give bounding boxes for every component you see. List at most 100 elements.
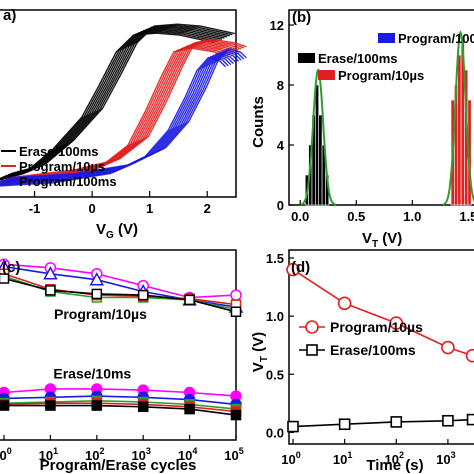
x-tick-base: 10 (39, 448, 53, 463)
x-tick-label: 102 (85, 446, 104, 463)
series-line (3, 399, 237, 410)
x-tick-base: 10 (131, 448, 145, 463)
y-axis-label-main: V (250, 362, 267, 372)
data-point (389, 316, 404, 330)
panel-b: 0 4 8 12 0.0 0.5 1.0 1.5 (b) Counts Program/100msE… (250, 9, 474, 250)
legend-label: Erase/100ms (318, 51, 398, 66)
series-line (3, 402, 237, 413)
legend-label: Erase/100ms (19, 144, 99, 159)
data-point (0, 400, 10, 411)
x-tick-base: 10 (224, 448, 238, 463)
y-tick-label: 1.5 (266, 251, 284, 266)
panel-a-frame (0, 9, 237, 198)
legend-label: Program/10µs (19, 159, 105, 174)
curve-1 (10, 38, 247, 179)
x-tick-label: 1 (146, 201, 153, 216)
x-tick-base: 10 (281, 452, 295, 467)
x-axis-label-main: V (362, 230, 372, 247)
panel-a: -1 0 1 2 a) Erase/100msProgram/10µsProgram/10… (0, 7, 247, 241)
data-point (137, 401, 149, 412)
x-tick-label: 1.0 (403, 209, 421, 224)
y-tick-label: 4 (277, 138, 285, 153)
curve-2 (5, 49, 242, 181)
x-axis-label-main: V (96, 221, 106, 238)
x-axis-label-sub: T (372, 239, 378, 250)
legend-label: Erase/100ms (330, 342, 416, 358)
series-line (3, 277, 237, 313)
data-point (184, 403, 195, 415)
data-point (286, 262, 300, 277)
x-tick-exponent: 3 (146, 446, 151, 456)
x-tick-label: 101 (39, 446, 58, 463)
y-axis-label-sub: T (259, 356, 270, 362)
x-tick-label: 102 (385, 450, 404, 467)
x-axis-label-unit: (V) (378, 230, 402, 247)
y-axis-label: VT (V) (250, 332, 270, 372)
panel-b-frame (288, 9, 474, 206)
data-point (466, 413, 474, 426)
data-point (91, 400, 103, 411)
x-tick-exponent: 2 (100, 446, 105, 456)
series-line (3, 263, 237, 299)
annotation: Erase/10ms (53, 365, 131, 381)
histogram-bar (318, 114, 323, 206)
x-axis-label-unit: (V) (114, 221, 138, 238)
curve-0 (0, 30, 220, 180)
x-tick-base: 10 (0, 448, 7, 463)
data-point (338, 418, 351, 431)
data-point (230, 306, 242, 317)
x-tick-label: 0.5 (347, 209, 365, 224)
y-tick-label: 1.0 (266, 309, 284, 324)
x-tick-exponent: 1 (347, 450, 352, 460)
x-axis-label-sub: G (106, 230, 114, 241)
x-tick-exponent: 1 (53, 446, 58, 456)
x-axis-label: Time (s) (366, 457, 423, 474)
panel-label: (b) (292, 9, 311, 26)
curve-0 (10, 23, 235, 175)
data-point (43, 266, 58, 280)
x-tick-base: 10 (385, 452, 399, 467)
x-axis-label: VT (V) (362, 230, 402, 250)
y-tick-label: 0 (277, 198, 284, 213)
curve-2 (10, 47, 247, 179)
data-point (45, 400, 56, 411)
panel-label: (d) (291, 259, 310, 276)
x-tick-base: 10 (333, 452, 347, 467)
data-point (230, 409, 242, 421)
x-tick-label: 100 (281, 450, 300, 467)
panel-d-frame (288, 249, 474, 445)
data-point (287, 420, 299, 433)
data-point (89, 272, 105, 286)
panel-label: (c) (2, 259, 20, 276)
curve-0 (0, 29, 223, 180)
data-point (0, 273, 10, 284)
x-tick-exponent: 5 (239, 446, 244, 456)
data-point (465, 348, 474, 363)
y-tick-label: 0.5 (266, 367, 284, 382)
series-line (3, 395, 237, 406)
y-axis-label-unit: (V) (250, 332, 267, 356)
data-point (442, 414, 454, 427)
x-tick-exponent: 0 (7, 446, 12, 456)
x-tick-label: 100 (0, 446, 12, 463)
x-tick-label: 0.0 (291, 209, 309, 224)
x-tick-exponent: 3 (451, 450, 456, 460)
x-axis-label: VG (V) (96, 221, 138, 241)
y-tick-label: 0.0 (266, 425, 284, 440)
legend-swatch (378, 33, 395, 43)
x-tick-base: 10 (178, 448, 192, 463)
x-tick-label: 2 (204, 201, 211, 216)
legend-label: Program/100ms (398, 31, 474, 46)
y-tick-label: 12 (270, 18, 284, 33)
panel-c-frame (0, 249, 237, 441)
x-tick-label: 103 (436, 450, 455, 467)
legend-label: Program/10µs (330, 319, 423, 335)
panel-c: 100101102103104105(c)Program/10µsErase/1… (0, 249, 244, 474)
curve-0 (2, 26, 228, 178)
histogram-bar (457, 54, 462, 206)
x-tick-label: 1.5 (459, 209, 474, 224)
series-line (3, 273, 237, 306)
x-tick-exponent: 4 (192, 446, 197, 456)
